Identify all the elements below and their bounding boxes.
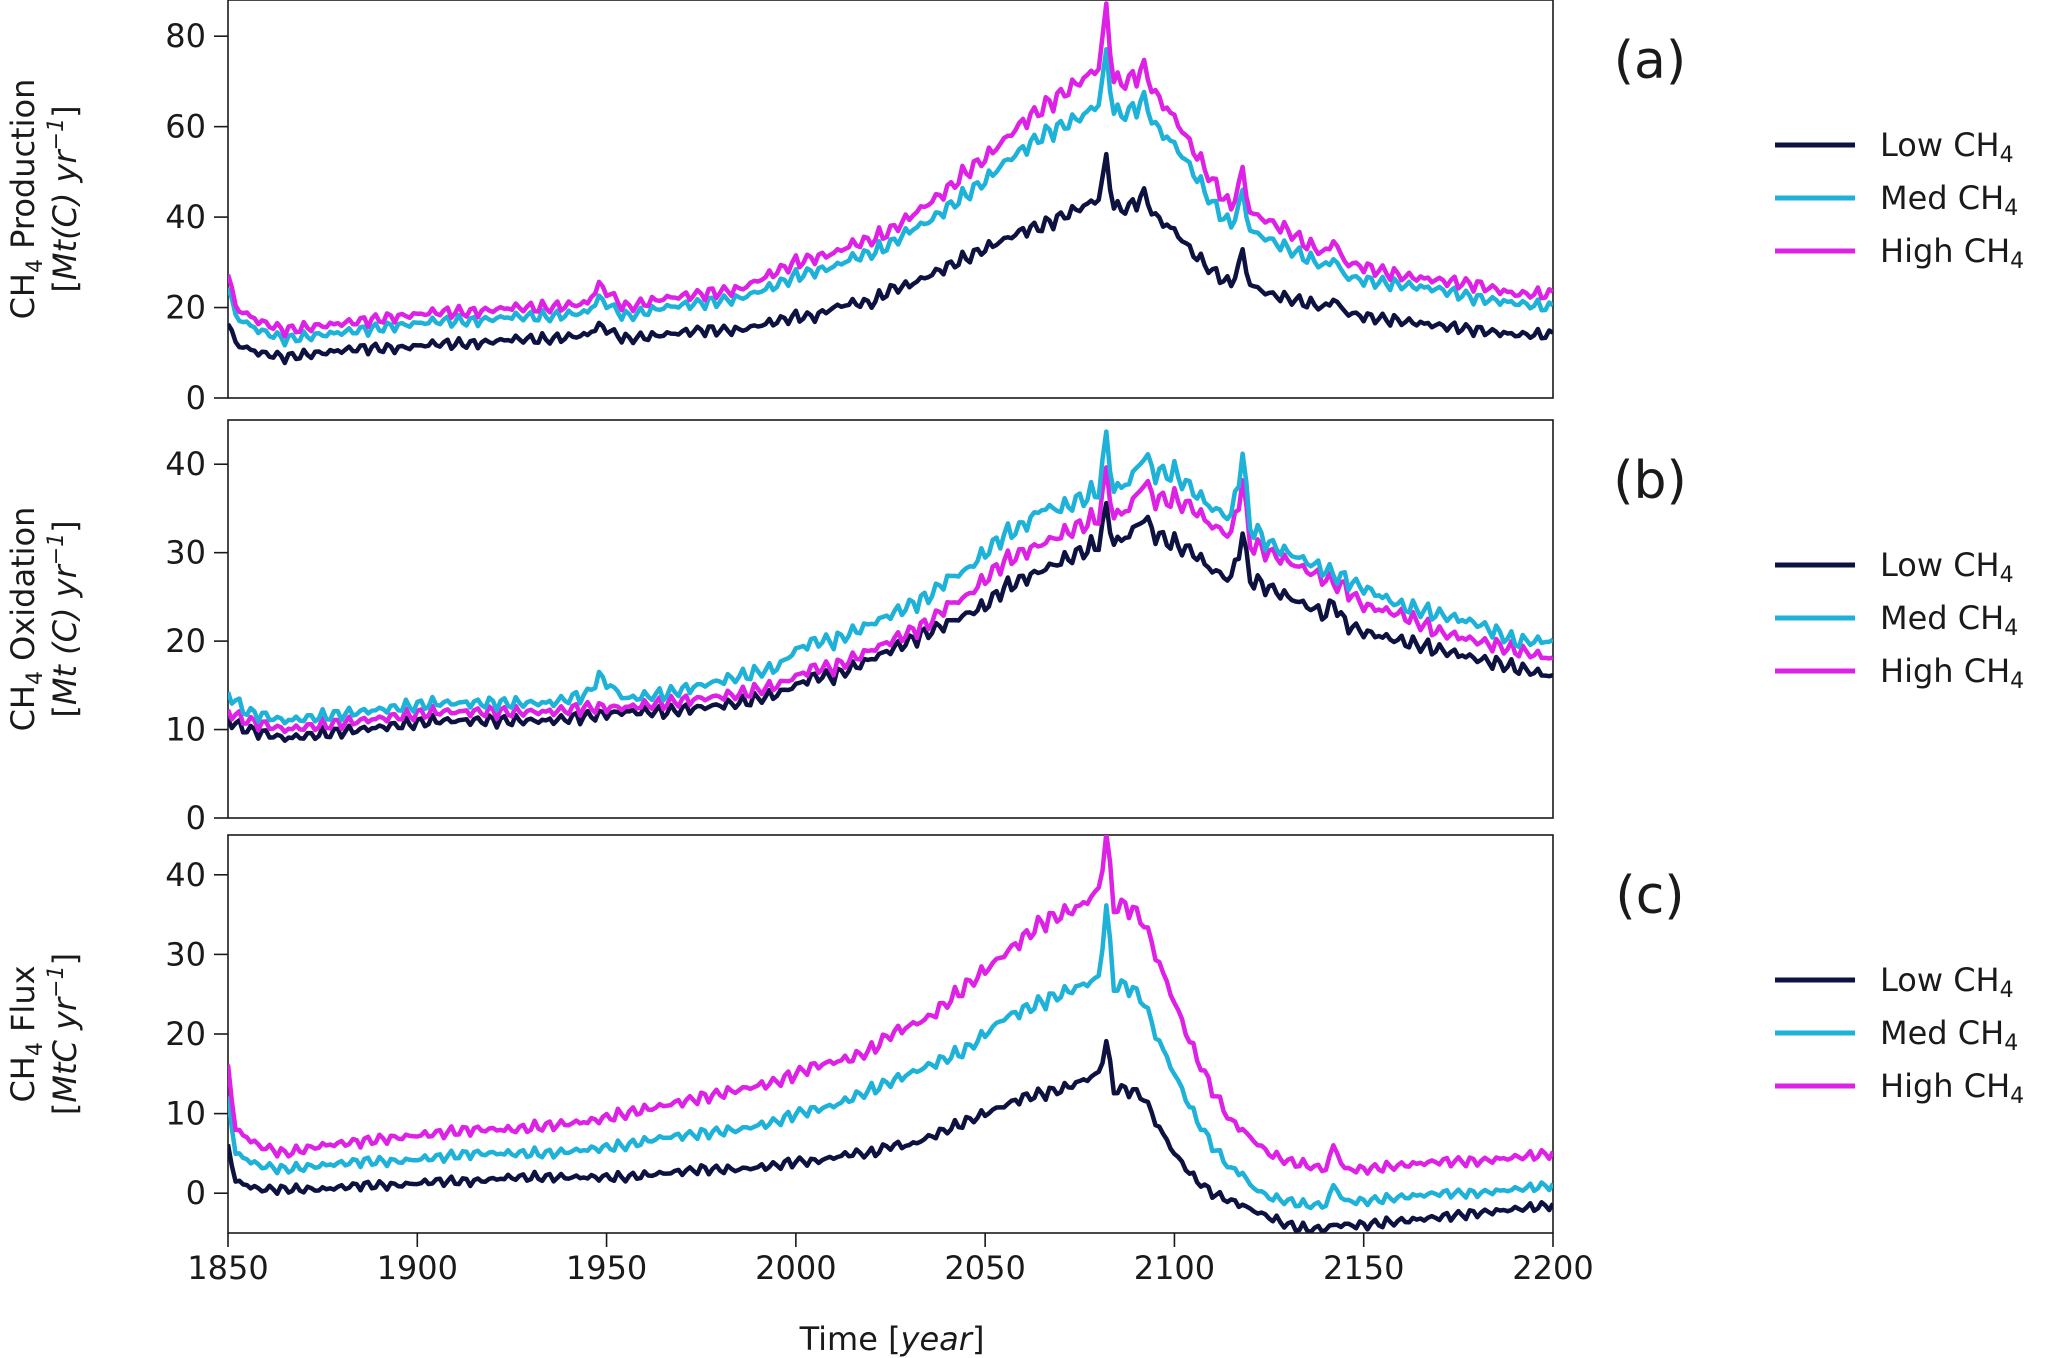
- legend-label-high: High CH4: [1880, 1067, 2024, 1109]
- x-tick-label: 2050: [944, 1249, 1025, 1287]
- series-line-high: [228, 835, 1553, 1176]
- series-line-high: [228, 1, 1553, 339]
- plot-frame: [227, 0, 1554, 399]
- y-tick-label: 0: [186, 1174, 206, 1212]
- panel-tag: (c): [1615, 866, 1684, 926]
- series-line-low: [228, 500, 1553, 743]
- x-tick-label: 2150: [1323, 1249, 1404, 1287]
- y-axis-label: CH4 Oxidation: [4, 507, 48, 732]
- x-tick-label: 1950: [566, 1249, 647, 1287]
- plot-frame: [227, 419, 1554, 819]
- legend-label-high: High CH4: [1880, 652, 2024, 694]
- series-line-med: [228, 46, 1553, 348]
- y-tick-label: 30: [165, 935, 206, 973]
- legend-label-low: Low CH4: [1880, 961, 2014, 1003]
- y-tick-label: 0: [186, 379, 206, 417]
- y-tick-label: 20: [165, 1015, 206, 1053]
- y-tick-label: 10: [165, 711, 206, 749]
- legend: Low CH4 Med CH4 High CH4: [1775, 126, 2024, 274]
- x-tick-label: 2200: [1512, 1249, 1593, 1287]
- y-tick-label: 40: [165, 445, 206, 483]
- legend-label-med: Med CH4: [1880, 1014, 2018, 1056]
- x-tick-label: 1900: [377, 1249, 458, 1287]
- panel-tag: (a): [1614, 31, 1686, 91]
- series-line-med: [228, 429, 1553, 726]
- y-tick-label: 40: [165, 856, 206, 894]
- legend-label-high: High CH4: [1880, 232, 2024, 274]
- y-axis-unit: [Mt(C) yr−1]: [44, 105, 84, 292]
- y-tick-label: 40: [165, 198, 206, 236]
- legend-label-low: Low CH4: [1880, 546, 2014, 588]
- legend-label-low: Low CH4: [1880, 126, 2014, 168]
- legend-label-med: Med CH4: [1880, 599, 2018, 641]
- series-line-low: [228, 151, 1553, 366]
- x-tick-label: 2000: [755, 1249, 836, 1287]
- y-tick-label: 20: [165, 622, 206, 660]
- y-tick-label: 10: [165, 1095, 206, 1133]
- legend: Low CH4 Med CH4 High CH4: [1775, 546, 2024, 694]
- y-axis-unit: [MtC yr−1]: [44, 953, 84, 1115]
- x-tick-label: 1850: [187, 1249, 268, 1287]
- x-tick-label: 2100: [1134, 1249, 1215, 1287]
- y-axis-label: CH4 Flux: [4, 965, 48, 1102]
- y-tick-label: 30: [165, 534, 206, 572]
- y-axis-unit: [Mt (C) yr−1]: [44, 520, 84, 717]
- legend: Low CH4 Med CH4 High CH4: [1775, 961, 2024, 1109]
- panel-b: 0 10 20 30 40 (b) CH4 Oxidation[Mt (C) yr−1] Lo…: [4, 419, 2024, 837]
- series-line-med: [228, 903, 1553, 1211]
- legend-label-med: Med CH4: [1880, 179, 2018, 221]
- series-line-high: [228, 465, 1553, 735]
- series-line-low: [228, 1038, 1553, 1233]
- y-tick-label: 60: [165, 108, 206, 146]
- y-tick-label: 20: [165, 289, 206, 327]
- y-tick-label: 0: [186, 799, 206, 837]
- y-axis-label: CH4 Production: [4, 79, 48, 320]
- panel-tag: (b): [1613, 451, 1687, 511]
- x-axis-label: Time [year]: [799, 1320, 985, 1358]
- panel-a: 0 20 40 60 80 (a) CH4 Production[Mt(C) yr−1] Lo…: [4, 0, 2024, 417]
- panel-c: 0 10 20 30 40 1850 1900 1950 2000 2050 2100 2150 220…: [4, 834, 2024, 1287]
- y-tick-label: 80: [165, 17, 206, 55]
